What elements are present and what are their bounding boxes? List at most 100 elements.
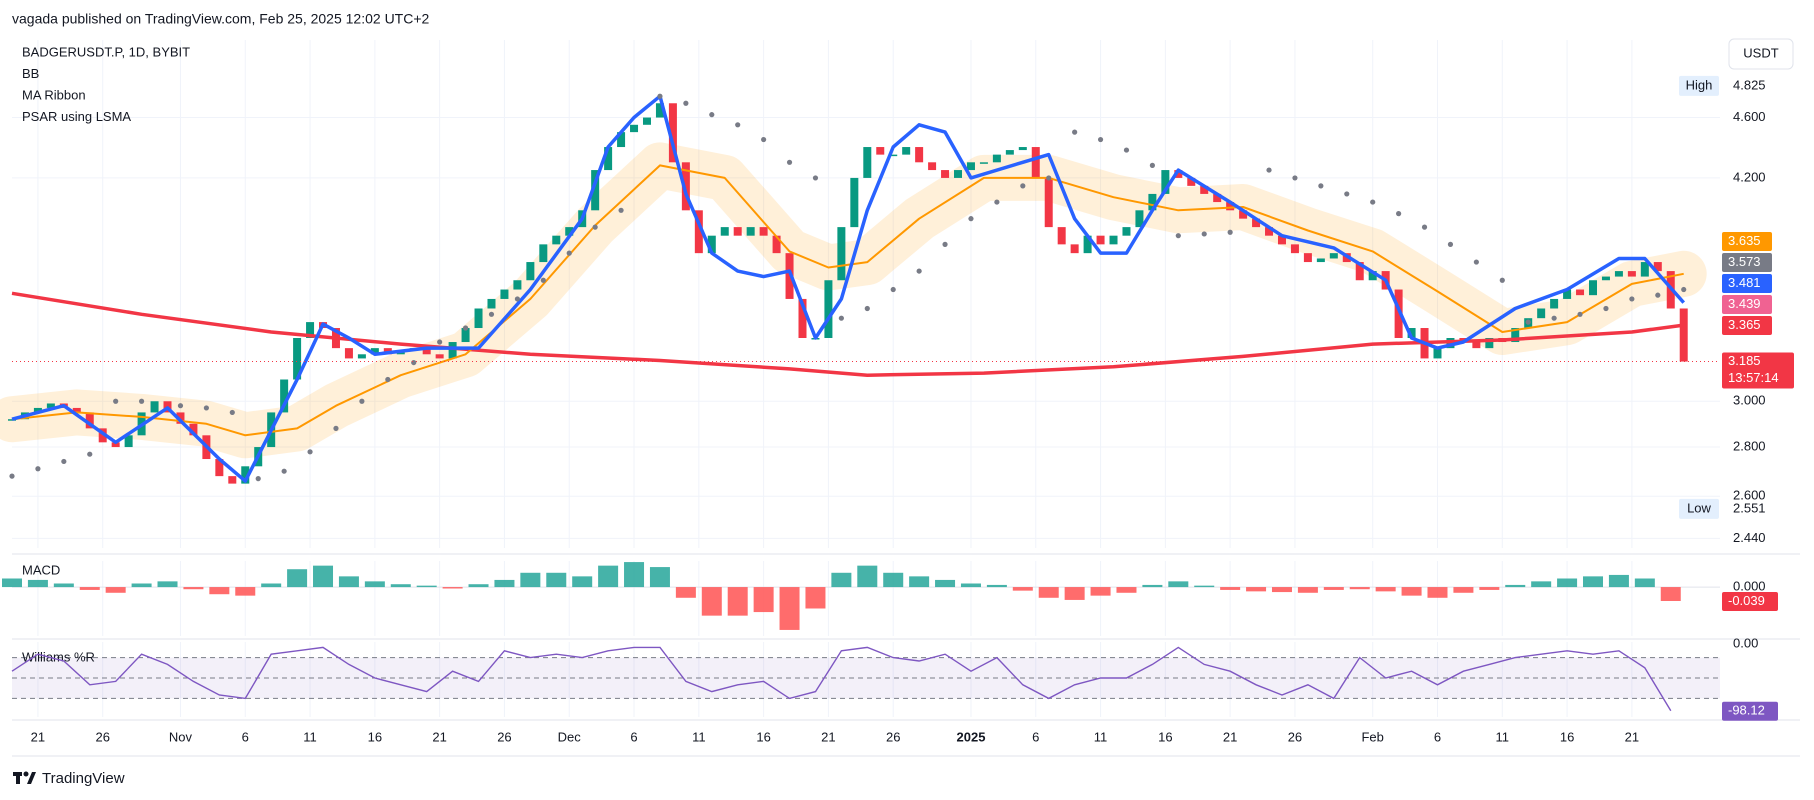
macd-bar (131, 583, 152, 588)
psar-dot (255, 476, 261, 482)
psar-dot (1201, 231, 1207, 237)
price-tag: 3.635 (1728, 233, 1761, 248)
psar-dot (1577, 311, 1583, 317)
macd-bar (1116, 587, 1137, 593)
macd-bar (675, 587, 696, 598)
psar-dot (1370, 199, 1376, 205)
macd-bar (1375, 587, 1396, 592)
candle (370, 348, 379, 355)
candle (111, 442, 120, 448)
high-value: 4.825 (1733, 77, 1766, 92)
candle (668, 103, 677, 163)
candle (746, 227, 755, 236)
candle (928, 162, 937, 171)
x-tick-label: 11 (303, 729, 317, 744)
candle (552, 235, 561, 245)
price-tag: 3.481 (1728, 275, 1761, 290)
candle (1640, 262, 1649, 277)
candle (124, 435, 133, 448)
psar-dot (9, 473, 15, 479)
price-tag-box (1722, 274, 1772, 294)
x-tick-label: 6 (242, 729, 249, 744)
psar-dot (916, 268, 922, 274)
candle (863, 147, 872, 178)
macd-bar (494, 579, 515, 588)
macd-bar (805, 587, 826, 609)
y-tick-label: 2.440 (1733, 530, 1766, 545)
macd-bar (209, 587, 230, 595)
candle (280, 379, 289, 413)
candle (1005, 150, 1014, 155)
candle (915, 147, 924, 163)
x-tick-label: 26 (95, 729, 109, 744)
macd-bar (1038, 587, 1059, 598)
candle (1394, 289, 1403, 339)
psar-dot (113, 398, 119, 404)
psar-dot (1020, 183, 1026, 189)
x-tick-label: 6 (1434, 729, 1441, 744)
candle (422, 348, 431, 355)
high-label-box (1679, 75, 1719, 96)
macd-bar (235, 587, 256, 596)
low-value: 2.551 (1733, 500, 1766, 515)
candle (617, 132, 626, 148)
psar-dot (1266, 167, 1272, 173)
macd-bar (53, 583, 74, 588)
candle (500, 289, 509, 299)
candle (487, 298, 496, 309)
candle (150, 401, 159, 413)
x-tick-label: 26 (497, 729, 511, 744)
candle (1653, 262, 1662, 272)
candle (33, 407, 42, 413)
psar-dot (735, 122, 741, 128)
macd-bar (1168, 581, 1189, 588)
macd-bar (572, 576, 593, 588)
macd-tag: -0.039 (1728, 593, 1765, 608)
candle (655, 103, 664, 118)
macd-bar (546, 572, 567, 588)
macd-bar (1297, 587, 1318, 593)
candle (1161, 170, 1170, 194)
psar-dot (1318, 183, 1324, 189)
legend-item: MA Ribbon (22, 87, 86, 102)
candle (979, 162, 988, 164)
candle (733, 227, 742, 236)
candle (1277, 235, 1286, 245)
candle (1239, 210, 1248, 219)
candle (1368, 271, 1377, 281)
legend-item: PSAR using LSMA (22, 109, 131, 124)
macd-bar (909, 576, 930, 588)
psar-dot (657, 93, 663, 99)
psar-dot (1525, 319, 1531, 325)
candle (772, 235, 781, 254)
candle (1252, 218, 1261, 228)
macd-bar (624, 562, 645, 588)
psar-dot (540, 277, 546, 283)
candle (1329, 253, 1338, 259)
psar-dot (385, 376, 391, 383)
macd-bar (1557, 578, 1578, 588)
macd-bar (1090, 587, 1111, 596)
psar-dot (1123, 147, 1130, 153)
indicator-line (11, 94, 1686, 483)
candle (1290, 244, 1299, 254)
candle (1174, 170, 1183, 178)
high-label: High (1686, 77, 1713, 92)
y-tick-label: 4.200 (1733, 169, 1766, 184)
candle (46, 403, 55, 408)
candle (798, 298, 807, 339)
candle (1135, 210, 1144, 228)
countdown: 13:57:14 (1728, 370, 1779, 385)
macd-bar (1246, 587, 1267, 592)
macd-bar (649, 567, 670, 588)
candle (1614, 271, 1623, 277)
currency[interactable]: USDT (1743, 45, 1778, 60)
macd-bar (1349, 587, 1370, 590)
currency-button[interactable] (1728, 38, 1794, 70)
psar-dot (683, 100, 689, 106)
macd-bar (27, 579, 48, 588)
x-tick-label: 2025 (957, 729, 986, 744)
psar-dot (618, 207, 624, 213)
macd-tag-box (1722, 592, 1778, 611)
